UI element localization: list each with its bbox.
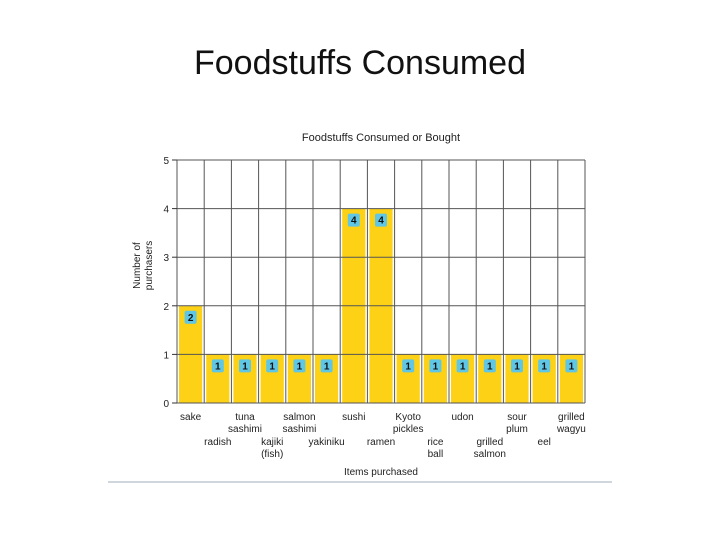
- bar-value-badge-8: [402, 359, 415, 373]
- x-tick-label-3: kajiki (fish): [261, 437, 283, 460]
- bar-value-badge-9: [429, 359, 442, 373]
- bar-value-label-0: 2: [188, 313, 194, 324]
- bar-value-label-10: 1: [460, 361, 466, 372]
- bar-value-badge-12: [511, 359, 523, 373]
- bar-value-label-9: 1: [433, 361, 439, 372]
- y-tick-label-0: 0: [163, 399, 169, 410]
- bar-value-label-4: 1: [297, 361, 303, 372]
- bar-value-badge-13: [538, 359, 551, 373]
- y-tick-label-4: 4: [163, 205, 169, 216]
- bar-value-label-5: 1: [324, 361, 330, 372]
- y-tick-label-5: 5: [163, 156, 169, 167]
- x-axis-label: Items purchased: [344, 467, 418, 478]
- bar-value-badge-0: [184, 310, 197, 324]
- x-tick-label-4: salmon sashimi: [282, 412, 316, 435]
- bar-value-label-13: 1: [541, 361, 547, 372]
- x-tick-label-2: tuna sashimi: [228, 412, 262, 435]
- bar-value-label-3: 1: [269, 361, 275, 372]
- bar-value-badge-5: [320, 359, 333, 373]
- x-tick-label-12: sour plum: [506, 412, 528, 435]
- bar-value-label-6: 4: [351, 216, 357, 227]
- y-tick-label-1: 1: [163, 350, 169, 361]
- y-axis-label: Number ofpurchasers: [132, 241, 155, 290]
- bar-value-badge-1: [211, 359, 224, 373]
- bar-chart: Foodstuffs Consumed or Bought 0 1 2 3 4 5 2 1 1 1 1…: [132, 132, 586, 478]
- bar-value-label-14: 1: [569, 361, 575, 372]
- x-tick-label-7: ramen: [367, 437, 395, 448]
- slide-title: Foodstuffs Consumed: [194, 44, 526, 82]
- bar-value-label-1: 1: [215, 361, 221, 372]
- bar-value-label-7: 4: [378, 216, 384, 227]
- bar-value-badge-4: [293, 359, 306, 373]
- bar-value-label-12: 1: [514, 361, 520, 372]
- slide-divider: [108, 481, 612, 483]
- x-tick-label-8: Kyoto pickles: [393, 412, 424, 435]
- bar-value-badge-7: [375, 213, 387, 227]
- x-tick-label-5: yakiniku: [309, 437, 345, 448]
- x-tick-label-1: radish: [204, 437, 231, 448]
- x-tick-label-13: eel: [538, 437, 551, 448]
- bar-value-badge-11: [483, 359, 496, 373]
- x-tick-label-11: grilled salmon: [474, 437, 506, 460]
- chart-title: Foodstuffs Consumed or Bought: [302, 132, 460, 144]
- bar-value-label-2: 1: [242, 361, 248, 372]
- x-tick-label-0: sake: [180, 412, 202, 423]
- bar-value-badge-3: [266, 359, 279, 373]
- bar-value-badge-2: [239, 359, 251, 373]
- x-tick-label-9: rice ball: [427, 437, 444, 460]
- bar-value-badge-6: [347, 213, 360, 227]
- bar-value-label-11: 1: [487, 361, 493, 372]
- x-tick-label-10: udon: [451, 412, 473, 423]
- x-tick-label-6: sushi: [342, 412, 365, 423]
- x-tick-label-14: grilled wagyu: [556, 412, 586, 435]
- bar-value-badge-14: [565, 359, 578, 373]
- bar-value-label-8: 1: [405, 361, 411, 372]
- bar-value-badge-10: [456, 359, 469, 373]
- chart-container: Foodstuffs Consumed or Bought 0 1 2 3 4 5 2 1 1 1 1…: [120, 120, 610, 485]
- y-tick-label-3: 3: [163, 253, 169, 264]
- y-tick-label-2: 2: [163, 302, 169, 313]
